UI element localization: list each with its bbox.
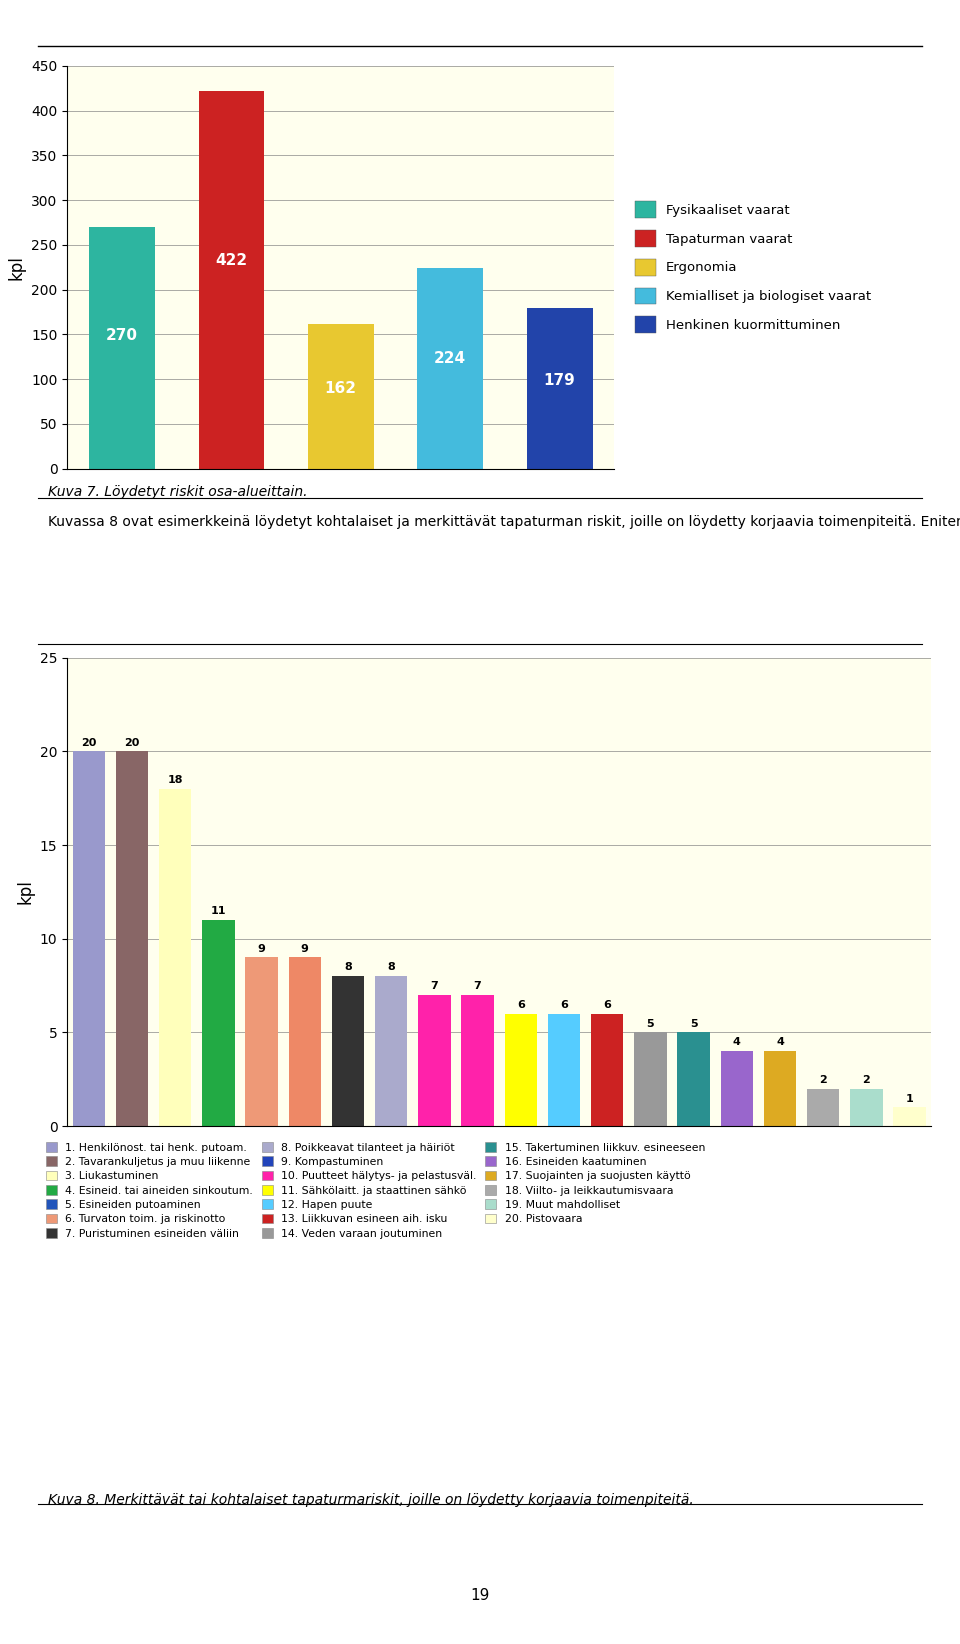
- Bar: [721, 1051, 753, 1126]
- Text: 20: 20: [81, 738, 97, 748]
- Text: Kuva 7. Löydetyt riskit osa-alueittain.: Kuva 7. Löydetyt riskit osa-alueittain.: [48, 485, 307, 500]
- Bar: [764, 1051, 796, 1126]
- Text: 18: 18: [167, 774, 183, 786]
- Text: Kuvassa 8 ovat esimerkkeinä löydetyt kohtalaiset ja merkittävät tapaturman riski: Kuvassa 8 ovat esimerkkeinä löydetyt koh…: [48, 515, 960, 529]
- Text: 270: 270: [106, 329, 138, 344]
- Bar: [332, 977, 364, 1126]
- Legend: 1. Henkilönost. tai henk. putoam., 2. Tavarankuljetus ja muu liikenne, 3. Liukas: 1. Henkilönost. tai henk. putoam., 2. Ta…: [44, 1139, 708, 1241]
- Bar: [851, 1088, 882, 1126]
- Bar: [246, 957, 277, 1126]
- Text: 5: 5: [690, 1019, 697, 1029]
- Text: 422: 422: [215, 253, 248, 268]
- Bar: [199, 90, 264, 469]
- Bar: [289, 957, 321, 1126]
- Text: 9: 9: [257, 944, 266, 954]
- Bar: [203, 921, 234, 1126]
- Text: 2: 2: [819, 1075, 828, 1085]
- Text: 8: 8: [344, 962, 352, 973]
- Bar: [73, 751, 105, 1126]
- Text: 4: 4: [776, 1037, 784, 1047]
- Text: 162: 162: [324, 381, 357, 396]
- Y-axis label: kpl: kpl: [8, 255, 26, 279]
- Text: 8: 8: [387, 962, 396, 973]
- Text: 9: 9: [300, 944, 309, 954]
- Text: 1: 1: [905, 1093, 914, 1103]
- Bar: [635, 1032, 666, 1126]
- Bar: [548, 1014, 580, 1126]
- Text: 11: 11: [210, 906, 227, 916]
- Bar: [678, 1032, 709, 1126]
- Bar: [894, 1108, 925, 1126]
- Text: 224: 224: [434, 350, 467, 365]
- Text: 7: 7: [430, 981, 439, 991]
- Y-axis label: kpl: kpl: [16, 880, 35, 904]
- Text: 4: 4: [732, 1037, 741, 1047]
- Legend: Fysikaaliset vaarat, Tapaturman vaarat, Ergonomia, Kemialliset ja biologiset vaa: Fysikaaliset vaarat, Tapaturman vaarat, …: [631, 197, 876, 337]
- Bar: [527, 309, 592, 469]
- Text: 6: 6: [560, 1000, 568, 1009]
- Bar: [89, 227, 155, 469]
- Bar: [419, 995, 450, 1126]
- Bar: [308, 324, 373, 469]
- Text: 5: 5: [647, 1019, 654, 1029]
- Text: 20: 20: [124, 738, 140, 748]
- Text: 6: 6: [603, 1000, 612, 1009]
- Bar: [505, 1014, 537, 1126]
- Bar: [116, 751, 148, 1126]
- Bar: [418, 268, 483, 469]
- Bar: [807, 1088, 839, 1126]
- Text: 19: 19: [470, 1588, 490, 1603]
- Text: Kuva 8. Merkittävät tai kohtalaiset tapaturmariskit, joille on löydetty korjaavi: Kuva 8. Merkittävät tai kohtalaiset tapa…: [48, 1493, 694, 1508]
- Bar: [375, 977, 407, 1126]
- Bar: [462, 995, 493, 1126]
- Bar: [159, 789, 191, 1126]
- Text: 179: 179: [543, 373, 576, 388]
- Text: 2: 2: [862, 1075, 871, 1085]
- Text: 7: 7: [473, 981, 482, 991]
- Bar: [591, 1014, 623, 1126]
- Text: 6: 6: [516, 1000, 525, 1009]
